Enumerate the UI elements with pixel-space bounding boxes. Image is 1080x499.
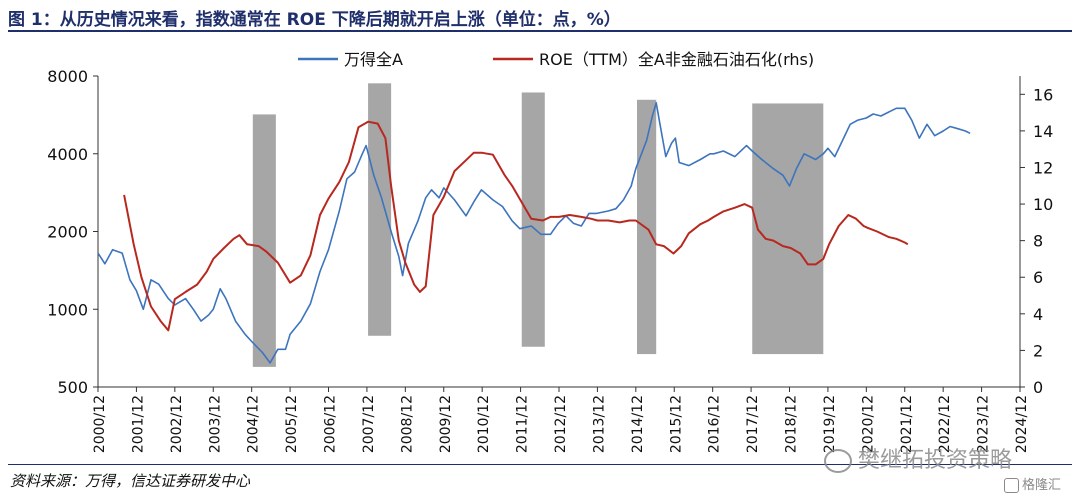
wechat-icon [824,449,852,473]
right-tick-label: 2 [1033,341,1043,360]
x-tick-label: 2016/12 [707,395,723,453]
legend-label-2: ROE（TTM）全A非金融石油石化(rhs) [539,50,814,69]
x-tick-label: 2012/12 [553,395,569,453]
left-tick-label: 4000 [47,145,88,164]
x-tick-label: 2010/12 [476,395,492,453]
x-tick-label: 2001/12 [130,395,146,453]
shaded-period-1 [252,114,276,367]
x-tick-label: 2005/12 [284,395,300,453]
figure-title: 图 1：从历史情况来看，指数通常在 ROE 下降后期就开启上涨（单位：点，%） [8,10,621,30]
x-tick-label: 2018/12 [784,395,800,453]
site-logo: 格隆汇 [1004,474,1061,493]
x-tick-label: 2006/12 [323,395,339,453]
right-tick-label: 10 [1033,195,1053,214]
logo-icon [1004,478,1019,493]
x-tick-label: 2008/12 [399,395,415,453]
watermark: 樊继拓投资策略 [824,442,1012,474]
header-rule [8,30,1072,32]
x-tick-label: 2023/12 [976,395,992,453]
chart-series [97,102,971,364]
legend-label-1: 万得全A [344,50,403,69]
shaded-periods [252,83,824,367]
left-tick-label: 8000 [47,67,88,86]
x-tick-label: 2002/12 [169,395,185,453]
right-tick-label: 6 [1033,268,1043,287]
shaded-period-4 [636,99,657,355]
x-tick-label: 2003/12 [207,395,223,453]
x-tick-label: 2004/12 [246,395,262,453]
right-tick-label: 12 [1033,158,1053,177]
watermark-text: 樊继拓投资策略 [858,448,1013,473]
x-tick-label: 2024/12 [1014,395,1030,453]
x-tick-label: 2014/12 [630,395,646,453]
x-tick-label: 2007/12 [361,395,377,453]
x-tick-label: 2020/12 [860,395,876,453]
x-tick-label: 2021/12 [899,395,915,453]
x-tick-label: 2019/12 [822,395,838,453]
x-tick-label: 2015/12 [668,395,684,453]
x-tick-label: 2022/12 [937,395,953,453]
x-tick-label: 2011/12 [515,395,531,453]
figure-header: 图 1：从历史情况来看，指数通常在 ROE 下降后期就开启上涨（单位：点，%） [8,0,1072,34]
logo-text: 格隆汇 [1022,478,1062,493]
chart-legend: 万得全A ROE（TTM）全A非金融石油石化(rhs) [298,50,814,69]
right-tick-label: 4 [1033,305,1043,324]
figure-footer: 资料来源：万得，信达证券研发中心 [0,460,1080,499]
x-tick-label: 2013/12 [591,395,607,453]
right-tick-label: 14 [1033,122,1053,141]
series-line-wind-all-a [97,102,971,364]
chart-axes: 500 1000 2000 4000 8000 0 2 4 6 8 10 12 14 16 2000/12 2… [47,67,1053,453]
shaded-period-5 [752,103,824,355]
series-line-roe [123,120,909,332]
source-note: 资料来源：万得，信达证券研发中心 [10,472,251,490]
right-tick-label: 0 [1033,378,1043,397]
shaded-period-2 [368,83,392,336]
x-tick-label: 2009/12 [438,395,454,453]
x-tick-label: 2017/12 [745,395,761,453]
dual-axis-line-chart: 500 1000 2000 4000 8000 0 2 4 6 8 10 12 14 16 2000/12 2… [47,50,1053,453]
left-tick-label: 500 [57,378,88,397]
right-tick-label: 8 [1033,232,1043,251]
left-tick-label: 2000 [47,223,88,242]
footer-rule [8,464,1072,465]
left-tick-label: 1000 [47,300,88,319]
right-tick-label: 16 [1033,85,1053,104]
x-tick-label: 2000/12 [92,395,108,453]
